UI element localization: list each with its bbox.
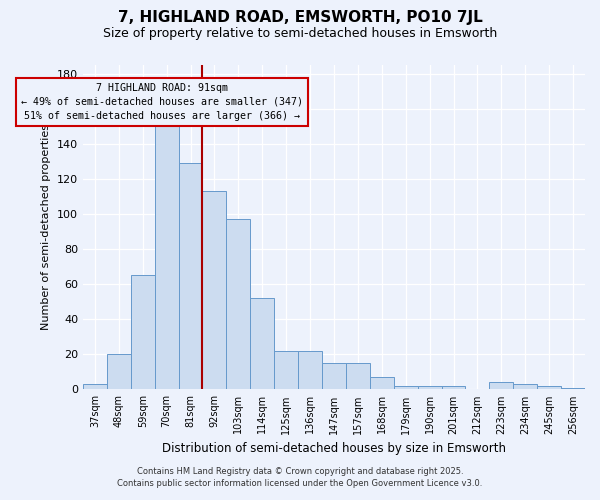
Bar <box>490 382 513 390</box>
Bar <box>226 220 250 390</box>
Bar <box>561 388 585 390</box>
Y-axis label: Number of semi-detached properties: Number of semi-detached properties <box>41 124 52 330</box>
Bar <box>274 351 298 390</box>
Bar <box>131 276 155 390</box>
Bar <box>202 192 226 390</box>
Bar <box>370 377 394 390</box>
Bar <box>418 386 442 390</box>
Text: Contains HM Land Registry data © Crown copyright and database right 2025.
Contai: Contains HM Land Registry data © Crown c… <box>118 466 482 487</box>
Bar <box>107 354 131 390</box>
Bar <box>179 163 202 390</box>
Bar <box>298 351 322 390</box>
Bar <box>155 126 179 390</box>
X-axis label: Distribution of semi-detached houses by size in Emsworth: Distribution of semi-detached houses by … <box>162 442 506 455</box>
Bar <box>346 363 370 390</box>
Bar <box>322 363 346 390</box>
Text: 7 HIGHLAND ROAD: 91sqm
← 49% of semi-detached houses are smaller (347)
51% of se: 7 HIGHLAND ROAD: 91sqm ← 49% of semi-det… <box>21 82 303 120</box>
Bar <box>250 298 274 390</box>
Bar <box>537 386 561 390</box>
Bar <box>394 386 418 390</box>
Text: 7, HIGHLAND ROAD, EMSWORTH, PO10 7JL: 7, HIGHLAND ROAD, EMSWORTH, PO10 7JL <box>118 10 482 25</box>
Bar <box>442 386 466 390</box>
Text: Size of property relative to semi-detached houses in Emsworth: Size of property relative to semi-detach… <box>103 28 497 40</box>
Bar <box>513 384 537 390</box>
Bar <box>83 384 107 390</box>
